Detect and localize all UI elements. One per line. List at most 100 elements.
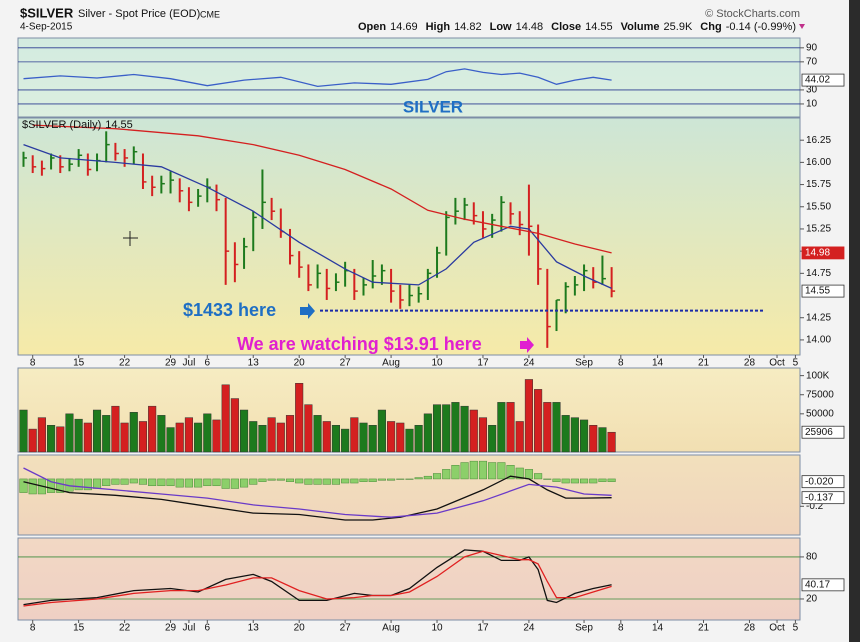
volume-bar xyxy=(469,409,478,453)
volume-bar xyxy=(552,402,561,453)
volume-bar xyxy=(534,389,543,453)
volume-bar xyxy=(56,426,65,453)
y-tick-label: 16.00 xyxy=(806,157,831,168)
legend-name: $SILVER (Daily) xyxy=(22,119,101,131)
y-tick-label: 14.75 xyxy=(806,268,831,279)
macd-histogram xyxy=(267,478,276,481)
macd-histogram xyxy=(240,478,249,488)
macd-histogram xyxy=(184,478,193,488)
end-label: -0.020 xyxy=(805,476,834,487)
macd-histogram xyxy=(157,478,166,487)
volume-bar xyxy=(341,428,350,453)
volume-bar xyxy=(240,409,249,453)
x-tick-label: 5 xyxy=(793,623,799,634)
volume-bar xyxy=(607,431,616,453)
macd-histogram xyxy=(221,478,230,489)
macd-histogram xyxy=(313,478,322,485)
y-tick-label: 90 xyxy=(806,42,818,53)
crosshair xyxy=(123,231,138,246)
end-label-box xyxy=(801,284,845,298)
x-tick-label: 27 xyxy=(340,358,352,369)
volume-bar xyxy=(432,404,442,453)
macd-histogram xyxy=(341,478,350,484)
volume-bar xyxy=(157,415,166,453)
x-tick-label: 28 xyxy=(744,623,756,634)
volume-bar xyxy=(396,422,405,453)
volume-bar xyxy=(387,421,396,453)
macd-histogram xyxy=(175,478,184,488)
series-line xyxy=(23,550,612,607)
x-tick-label: 29 xyxy=(165,358,177,369)
volume-bar xyxy=(138,421,148,453)
x-tick-label: Aug xyxy=(382,623,400,634)
volume-bar xyxy=(230,398,239,453)
series-line xyxy=(23,467,612,518)
macd-histogram xyxy=(589,478,598,484)
panel xyxy=(17,117,801,356)
end-label-box xyxy=(801,578,845,592)
end-label: 14.98 xyxy=(805,248,830,259)
macd-histogram xyxy=(19,478,28,493)
annotation: $1433 here xyxy=(183,300,276,320)
arrow xyxy=(300,303,315,319)
volume-bar xyxy=(368,425,377,453)
volume-bar xyxy=(28,428,37,453)
instrument-name: Silver - Spot Price (EOD) xyxy=(78,8,200,20)
x-tick-label: 22 xyxy=(119,358,131,369)
macd-histogram xyxy=(506,465,515,480)
end-label: 40.17 xyxy=(805,579,830,590)
y-tick-label: 80 xyxy=(806,552,818,563)
macd-histogram xyxy=(607,478,616,482)
arrow xyxy=(520,337,534,353)
volume-bar xyxy=(414,425,423,453)
volume-bar xyxy=(258,425,267,453)
end-label-box xyxy=(801,73,845,87)
macd-histogram xyxy=(598,478,607,482)
macd-histogram xyxy=(129,478,138,484)
quote-label: Close xyxy=(551,21,581,33)
date: 4-Sep-2015 xyxy=(20,22,73,33)
volume-bar xyxy=(47,425,56,453)
macd-histogram xyxy=(414,477,423,480)
macd-histogram xyxy=(295,478,304,484)
quote-label: High xyxy=(426,21,451,33)
quote: Open 14.69 High 14.82 Low 14.48 Close 14.55 Volu… xyxy=(358,21,796,33)
macd-histogram xyxy=(304,478,313,485)
macd-histogram xyxy=(451,465,460,480)
macd-histogram xyxy=(561,478,570,484)
end-label: 14.55 xyxy=(805,286,830,297)
volume-bar xyxy=(331,425,340,453)
macd-histogram xyxy=(194,478,203,488)
volume-bar xyxy=(359,422,368,453)
y-tick-label: 75000 xyxy=(806,389,834,400)
x-tick-label: 8 xyxy=(30,623,36,634)
y-tick-label: 70 xyxy=(806,56,818,67)
macd-histogram xyxy=(28,478,37,495)
y-tick-label: 100K xyxy=(806,370,830,381)
x-tick-label: 13 xyxy=(248,358,260,369)
macd-histogram xyxy=(47,478,56,493)
volume-bar xyxy=(276,422,285,453)
volume-bar xyxy=(561,415,570,453)
volume-bar xyxy=(194,422,203,453)
volume-bar xyxy=(497,402,506,453)
x-tick-label: 21 xyxy=(698,623,710,634)
y-tick-label: 10 xyxy=(806,99,818,110)
end-label-box xyxy=(801,491,845,505)
x-tick-label: 27 xyxy=(340,623,352,634)
volume-bar xyxy=(524,379,533,453)
x-tick-label: 24 xyxy=(523,623,535,634)
annotation: We are watching $13.91 here xyxy=(237,334,482,354)
volume-bar xyxy=(460,405,469,453)
volume-bar xyxy=(19,409,28,453)
y-tick-label: 15.25 xyxy=(806,224,831,235)
volume-bar xyxy=(543,402,552,453)
x-tick-label: 13 xyxy=(248,623,260,634)
macd-histogram xyxy=(138,478,148,485)
x-tick-label: 8 xyxy=(618,623,624,634)
macd-histogram xyxy=(543,478,552,480)
x-tick-label: Sep xyxy=(575,358,593,369)
macd-histogram xyxy=(285,478,295,482)
macd-histogram xyxy=(524,469,533,480)
